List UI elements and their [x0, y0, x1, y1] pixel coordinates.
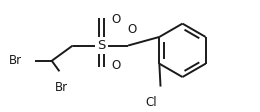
Text: O: O [127, 23, 136, 36]
Text: Br: Br [55, 81, 68, 94]
Text: Br: Br [9, 54, 22, 67]
Text: O: O [111, 59, 120, 72]
Text: Cl: Cl [145, 96, 157, 109]
Text: S: S [97, 39, 106, 52]
Text: O: O [111, 13, 120, 26]
